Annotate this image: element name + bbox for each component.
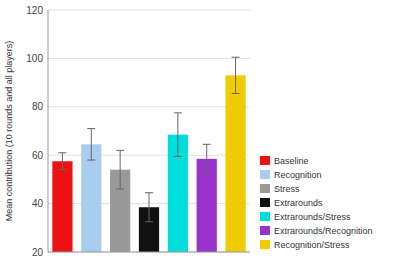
- legend-label: Extrarounds: [274, 198, 323, 208]
- x-axis: [48, 252, 250, 253]
- legend-label: Recognition: [274, 170, 322, 180]
- error-bar: [232, 57, 240, 93]
- error-bar: [145, 193, 153, 222]
- tick-label: 20: [32, 247, 44, 258]
- bar: [52, 161, 72, 252]
- legend-swatch: [260, 184, 270, 193]
- error-bar: [203, 144, 211, 173]
- error-bar: [174, 113, 182, 157]
- legend-swatch: [260, 212, 270, 221]
- legend-swatch: [260, 226, 270, 235]
- bar: [225, 75, 245, 252]
- marks: [52, 57, 245, 252]
- tick-label: 100: [26, 53, 43, 64]
- axis-label: Mean contribution (10 rounds and all pla…: [4, 41, 14, 222]
- y-axis: [48, 10, 49, 252]
- legend-label: Baseline: [274, 156, 309, 166]
- bar: [81, 144, 101, 252]
- legend-swatch: [260, 170, 270, 179]
- tick-label: 80: [32, 101, 44, 112]
- legend-swatch: [260, 240, 270, 249]
- legend-swatch: [260, 156, 270, 165]
- chart: 20 40 60 80 100 120 Mean contribution (10 roun…: [0, 0, 400, 264]
- error-bar: [58, 153, 66, 170]
- legend-label: Extrarounds/Stress: [274, 212, 351, 222]
- legend: Baseline Recognition Stress Extrarounds Extr…: [260, 156, 373, 250]
- legend-label: Recognition/Stress: [274, 240, 350, 250]
- tick-label: 60: [32, 150, 44, 161]
- error-bar: [87, 129, 95, 160]
- grid-line: [48, 10, 250, 11]
- grid-line: [48, 106, 250, 107]
- tick-label: 40: [32, 198, 44, 209]
- grid-line: [48, 252, 250, 253]
- tick-label: 120: [26, 5, 43, 16]
- grid-line: [48, 58, 250, 59]
- legend-label: Stress: [274, 184, 300, 194]
- legend-swatch: [260, 198, 270, 207]
- legend-label: Extrarounds/Recognition: [274, 226, 373, 236]
- grid-line: [48, 155, 250, 156]
- error-bar: [116, 150, 124, 189]
